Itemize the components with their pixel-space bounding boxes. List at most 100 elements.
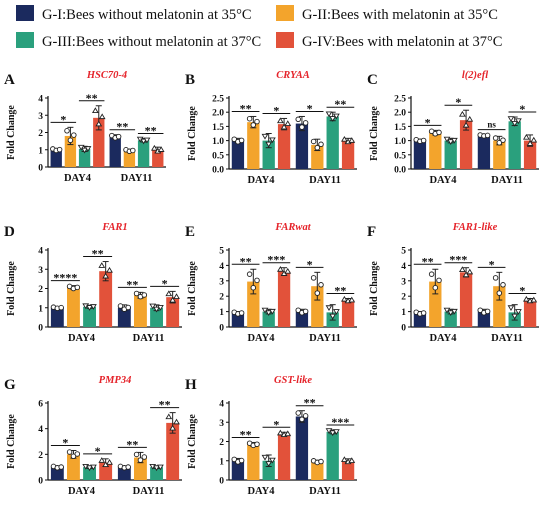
data-point <box>325 111 333 118</box>
data-point <box>261 454 269 461</box>
panel-letter: F <box>367 224 376 240</box>
bar <box>295 123 309 169</box>
data-point <box>420 310 427 316</box>
data-point <box>265 141 273 148</box>
y-tick-label: 2 <box>219 438 224 448</box>
bar <box>67 287 80 327</box>
significance-label: *** <box>449 253 467 267</box>
y-tick-label: 2.0 <box>212 109 224 119</box>
chart-title: l(2)efl <box>462 70 488 81</box>
bar <box>311 286 324 327</box>
chart-title: GST-like <box>274 375 312 386</box>
bar <box>311 461 324 480</box>
data-point <box>91 107 99 114</box>
y-tick-label: 3 <box>38 112 43 122</box>
data-point <box>310 138 317 145</box>
y-axis-label: Fold Change <box>6 105 17 160</box>
data-point <box>310 275 317 281</box>
data-point <box>511 313 519 320</box>
data-point <box>522 295 530 302</box>
y-tick-label: 3 <box>401 277 406 287</box>
y-tick-label: 0 <box>38 477 43 487</box>
bar <box>78 148 91 167</box>
significance-label: ** <box>92 247 104 261</box>
panel-letter: H <box>185 377 197 393</box>
bar <box>429 132 442 169</box>
data-point <box>254 118 260 125</box>
data-point <box>141 292 148 298</box>
data-point <box>169 296 177 303</box>
x-tick-label: DAY11 <box>133 333 165 344</box>
significance-label: * <box>273 417 279 431</box>
chart-title: FAR1-like <box>452 222 498 233</box>
bar <box>231 313 245 327</box>
data-point <box>106 266 113 273</box>
bar <box>247 122 260 169</box>
data-point <box>153 465 160 472</box>
data-point <box>254 277 260 284</box>
significance-label: ** <box>159 398 171 412</box>
data-point <box>149 303 157 310</box>
data-point <box>268 308 276 315</box>
y-tick-label: 1.5 <box>394 123 406 133</box>
data-point <box>90 304 97 310</box>
data-point <box>500 137 506 143</box>
data-point <box>295 410 301 416</box>
y-tick-label: 2.5 <box>212 95 224 105</box>
y-tick-label: 3 <box>38 266 43 276</box>
x-tick-label: DAY11 <box>309 486 341 497</box>
data-point <box>436 277 442 284</box>
data-point <box>77 144 85 151</box>
y-tick-label: 1 <box>38 146 43 156</box>
data-point <box>332 309 340 315</box>
bar <box>295 416 309 480</box>
y-tick-label: 4 <box>219 400 224 410</box>
data-point <box>276 265 284 272</box>
data-point <box>329 430 337 437</box>
bar <box>50 467 64 480</box>
chart-title: FAR1 <box>101 222 127 233</box>
panel-letter: C <box>367 72 378 88</box>
y-tick-label: 0 <box>219 477 224 487</box>
y-tick-label: 0 <box>401 324 406 334</box>
data-point <box>428 271 435 277</box>
bar <box>83 306 96 327</box>
significance-label: ** <box>240 427 252 441</box>
data-point <box>514 118 522 125</box>
bar <box>523 140 537 169</box>
data-point <box>436 129 442 136</box>
legend-item: G-IV:Bees with melatonin at 37°C <box>276 32 502 50</box>
data-point <box>302 413 309 419</box>
y-tick-label: 3 <box>219 277 224 287</box>
bar <box>493 286 506 327</box>
bar <box>50 149 62 167</box>
legend-item: G-I:Bees without melatonin at 35°C <box>16 5 252 23</box>
data-point <box>492 275 499 281</box>
chart-title: FARwat <box>274 222 311 233</box>
panel-letter: B <box>185 72 195 88</box>
y-tick-label: 0.5 <box>394 151 406 161</box>
data-point <box>125 304 131 311</box>
data-point <box>458 266 466 273</box>
y-tick-label: 1.0 <box>212 137 224 147</box>
data-point <box>117 303 124 309</box>
data-point <box>173 293 180 300</box>
data-point <box>280 123 288 130</box>
significance-label: ** <box>334 97 346 111</box>
data-point <box>428 128 435 135</box>
bar <box>277 433 291 480</box>
data-point <box>302 120 309 126</box>
data-point <box>466 268 474 275</box>
data-point <box>484 132 491 139</box>
data-point <box>231 456 237 463</box>
data-point <box>299 124 305 130</box>
legend-label: G-II:Bees with melatonin at 35°C <box>302 7 498 23</box>
y-tick-label: 2.0 <box>394 109 406 119</box>
x-tick-label: DAY4 <box>247 333 275 344</box>
significance-label: ** <box>145 124 157 138</box>
bar <box>123 150 136 167</box>
data-point <box>432 284 439 291</box>
